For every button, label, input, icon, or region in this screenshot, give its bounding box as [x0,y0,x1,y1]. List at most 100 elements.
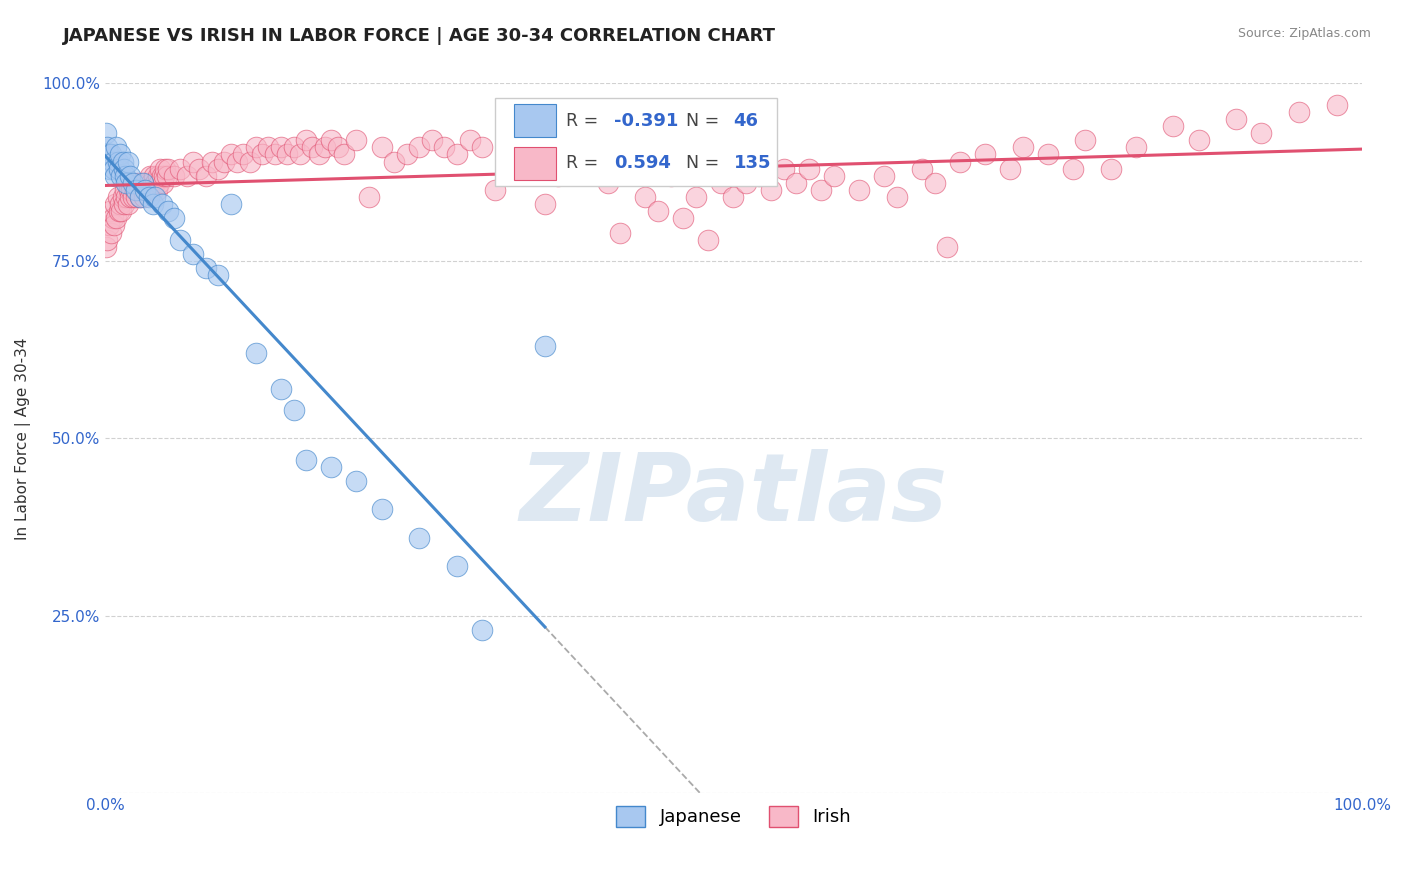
Point [150,197,173,211]
Point [263,147,285,161]
Point [257,140,280,154]
Point [96,126,118,140]
Point [408,531,430,545]
Point [155,161,177,176]
Text: 135: 135 [734,154,770,172]
Text: R =: R = [567,112,605,129]
Point [139,169,162,183]
Point [96,140,118,154]
Point [1125,140,1147,154]
Point [245,346,267,360]
Point [344,474,367,488]
Point [103,219,125,233]
Point [1036,147,1059,161]
Point [276,147,298,161]
Point [201,154,224,169]
Point [194,260,217,275]
Point [110,204,132,219]
Point [145,183,167,197]
Point [634,190,657,204]
Point [135,183,157,197]
Point [1250,126,1272,140]
Point [219,197,242,211]
Point [127,176,149,190]
Point [1062,161,1084,176]
Point [121,190,143,204]
Point [101,154,124,169]
Point [797,161,820,176]
Point [219,147,242,161]
Point [1099,161,1122,176]
Point [270,382,292,396]
Point [420,133,443,147]
Point [207,268,229,282]
Point [1225,112,1247,126]
Point [131,176,153,190]
Text: R =: R = [567,154,605,172]
Point [596,176,619,190]
Point [245,140,267,154]
Point [114,183,136,197]
Point [98,204,121,219]
Point [131,176,153,190]
Point [97,147,120,161]
Point [143,190,166,204]
Point [382,154,405,169]
Point [226,154,249,169]
Point [115,190,138,204]
Point [496,161,519,176]
Point [129,190,152,204]
Point [924,176,946,190]
Point [484,183,506,197]
Point [107,190,129,204]
Text: -0.391: -0.391 [614,112,679,129]
Point [138,183,160,197]
Point [153,169,176,183]
Point [609,226,631,240]
Point [748,169,770,183]
Point [107,154,129,169]
Point [117,154,139,169]
Text: 46: 46 [734,112,758,129]
Point [1011,140,1033,154]
Point [98,161,121,176]
Point [295,452,318,467]
Point [129,190,152,204]
Point [973,147,995,161]
Point [108,197,131,211]
Point [163,211,186,226]
Point [122,176,145,190]
Point [107,161,129,176]
Point [176,169,198,183]
Point [522,154,544,169]
Point [150,169,173,183]
Point [395,147,418,161]
Point [936,240,959,254]
Point [125,190,148,204]
Point [104,169,127,183]
Point [288,147,311,161]
Point [446,147,468,161]
Point [110,169,132,183]
Point [114,169,136,183]
Point [785,176,807,190]
Point [146,169,169,183]
Point [471,623,494,637]
Point [433,140,456,154]
Point [873,169,896,183]
Point [111,190,134,204]
Point [138,190,160,204]
Point [152,176,174,190]
Point [558,147,581,161]
Point [141,176,163,190]
Point [194,169,217,183]
Point [107,204,129,219]
Point [314,140,336,154]
Point [136,176,159,190]
Point [659,169,682,183]
Point [143,176,166,190]
Point [735,176,758,190]
Point [283,140,305,154]
Point [238,154,260,169]
Point [534,339,557,353]
